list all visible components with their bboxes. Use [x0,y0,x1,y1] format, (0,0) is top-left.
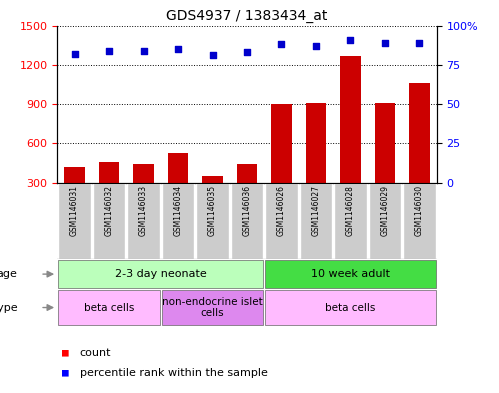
Point [415,40,423,46]
Bar [265,260,436,288]
Text: ■: ■ [62,348,69,358]
Point [312,43,320,49]
Bar [237,164,257,183]
Bar [369,183,401,259]
Bar [300,183,332,259]
Text: percentile rank within the sample: percentile rank within the sample [80,368,268,378]
Bar [99,162,119,183]
Point [140,48,148,54]
Point [346,37,354,43]
Text: GSM1146029: GSM1146029 [380,185,389,236]
Text: non-endocrine islet
cells: non-endocrine islet cells [162,297,263,318]
Bar [409,83,430,183]
Bar [64,167,85,183]
Text: 10 week adult: 10 week adult [311,269,390,279]
Text: GSM1146026: GSM1146026 [277,185,286,236]
Bar [340,56,361,183]
Text: GSM1146028: GSM1146028 [346,185,355,236]
Bar [127,183,160,259]
Bar [162,290,263,325]
Text: GSM1146035: GSM1146035 [208,185,217,236]
Text: GSM1146032: GSM1146032 [105,185,114,236]
Point [209,52,217,59]
Text: GSM1146027: GSM1146027 [311,185,320,236]
Point [243,49,251,55]
Bar [403,183,436,259]
Text: GSM1146036: GSM1146036 [243,185,251,236]
Bar [58,183,91,259]
Title: GDS4937 / 1383434_at: GDS4937 / 1383434_at [166,9,328,23]
Bar [231,183,263,259]
Text: ■: ■ [62,367,69,377]
Point [174,46,182,52]
Bar [162,183,194,259]
Text: age: age [0,269,17,279]
Text: GSM1146034: GSM1146034 [174,185,183,236]
Bar [58,260,263,288]
Bar [133,164,154,183]
Bar [271,104,292,183]
Bar [265,290,436,325]
Bar [58,290,160,325]
Text: GSM1146033: GSM1146033 [139,185,148,236]
Text: beta cells: beta cells [84,303,134,312]
Text: count: count [80,349,111,358]
Bar [93,183,125,259]
Bar [168,153,189,183]
Text: GSM1146031: GSM1146031 [70,185,79,236]
Text: GSM1146030: GSM1146030 [415,185,424,236]
Bar [305,103,326,183]
Bar [375,103,395,183]
Text: 2-3 day neonate: 2-3 day neonate [115,269,207,279]
Bar [202,176,223,183]
Bar [265,183,298,259]
Point [105,48,113,54]
Bar [334,183,367,259]
Text: beta cells: beta cells [325,303,376,312]
Point [71,51,79,57]
Point [277,41,285,48]
Point [381,40,389,46]
Bar [196,183,229,259]
Text: cell type: cell type [0,303,17,312]
